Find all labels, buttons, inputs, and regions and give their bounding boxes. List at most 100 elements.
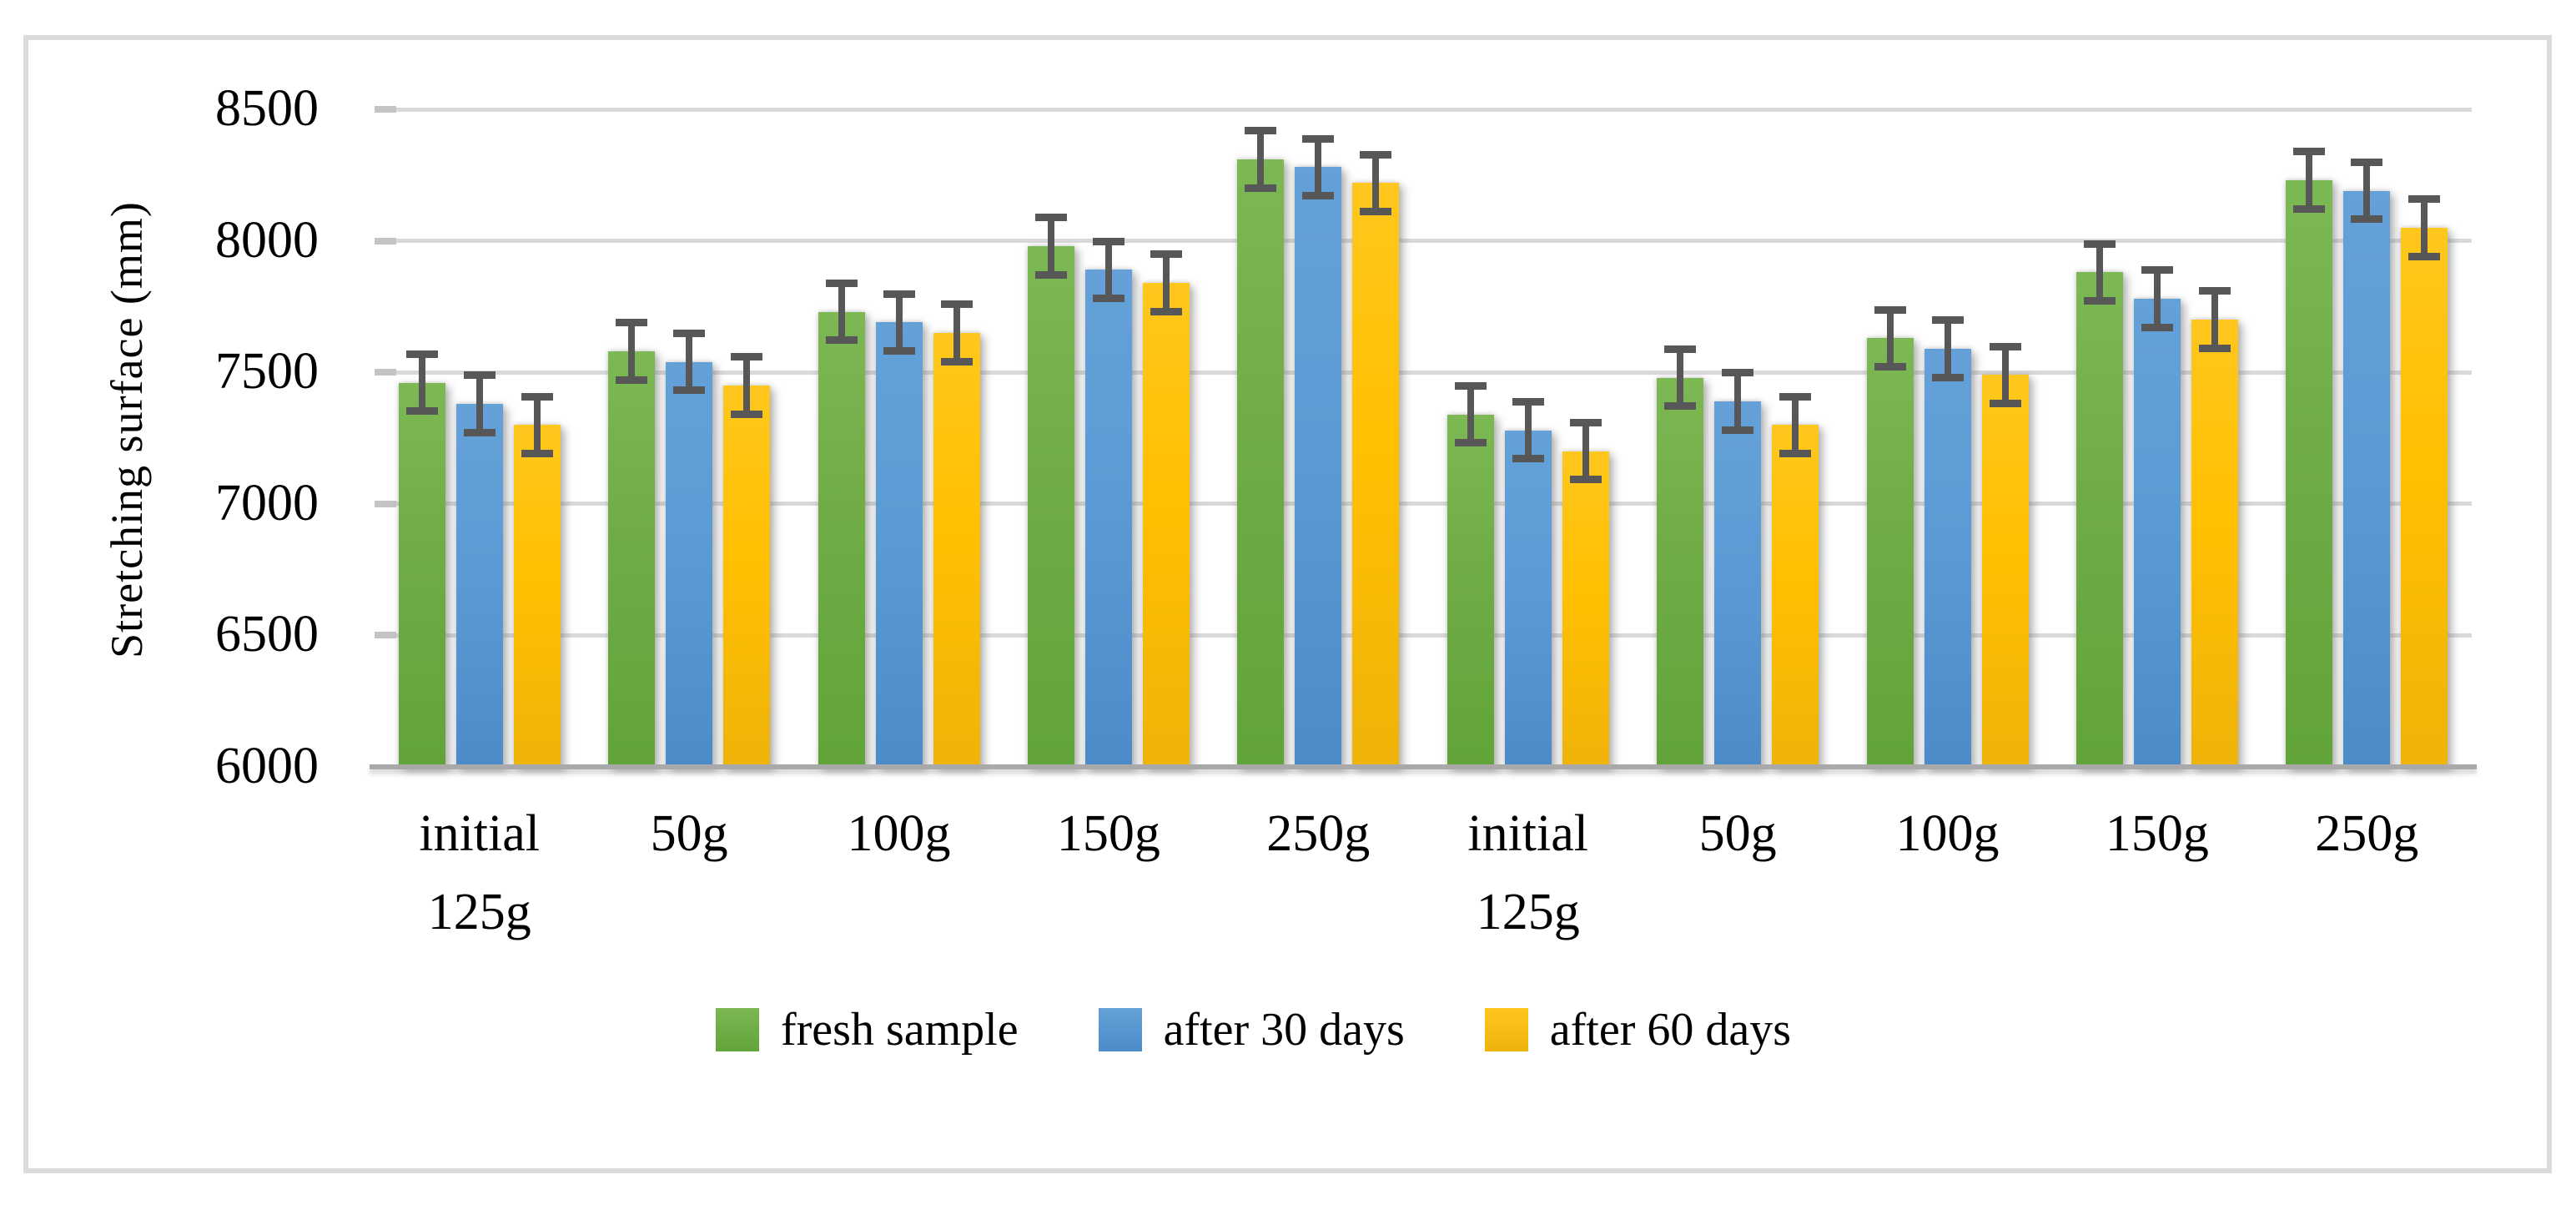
x-category-label-line: 150g bbox=[1056, 805, 1160, 862]
error-bar-cap-bottom-after-60-days-5 bbox=[1569, 476, 1602, 484]
error-bar-line-after-60-days-7 bbox=[2001, 345, 2009, 405]
error-bar-cap-top-fresh-sample-4 bbox=[1245, 127, 1277, 135]
axis-tick-8000 bbox=[375, 237, 396, 245]
bar-after-60-days-8 bbox=[2191, 320, 2238, 767]
error-bar-cap-top-after-60-days-4 bbox=[1360, 150, 1392, 159]
error-bar-cap-bottom-after-60-days-3 bbox=[1150, 307, 1182, 315]
error-bar-cap-top-after-30-days-9 bbox=[2351, 159, 2383, 167]
gridline-7500 bbox=[375, 370, 2472, 375]
bar-after-60-days-4 bbox=[1352, 183, 1400, 767]
bar-fresh-sample-8 bbox=[2075, 272, 2123, 767]
legend-label-after-30-days: after 30 days bbox=[1163, 1004, 1405, 1056]
legend-item-fresh-sample: fresh sample bbox=[716, 1003, 1019, 1056]
x-category-label-line: 250g bbox=[2315, 805, 2419, 862]
error-bar-cap-bottom-fresh-sample-2 bbox=[825, 336, 858, 345]
bar-after-30-days-7 bbox=[1924, 348, 1971, 767]
error-bar-cap-bottom-after-30-days-3 bbox=[1092, 294, 1124, 302]
x-category-label-line: 125g bbox=[427, 884, 531, 940]
x-category-label-6: 50g bbox=[1633, 794, 1842, 873]
error-bar-line-fresh-sample-6 bbox=[1677, 348, 1684, 407]
bar-fresh-sample-7 bbox=[1866, 338, 1914, 767]
error-bar-cap-top-fresh-sample-1 bbox=[616, 319, 648, 327]
x-category-label-3: 150g bbox=[1004, 794, 1213, 873]
bar-after-60-days-9 bbox=[2401, 227, 2448, 767]
error-bar-cap-top-fresh-sample-2 bbox=[825, 280, 858, 288]
error-bar-cap-bottom-after-30-days-5 bbox=[1512, 455, 1544, 463]
error-bar-cap-bottom-after-60-days-8 bbox=[2198, 344, 2231, 352]
axis-tick-7000 bbox=[375, 500, 396, 507]
error-bar-line-fresh-sample-1 bbox=[628, 322, 636, 381]
error-bar-cap-top-after-60-days-9 bbox=[2408, 195, 2441, 204]
legend-item-after-60-days: after 60 days bbox=[1484, 1003, 1792, 1056]
error-bar-cap-bottom-fresh-sample-0 bbox=[405, 407, 438, 416]
y-tick-label-8500: 8500 bbox=[215, 79, 319, 137]
gridline-8000 bbox=[375, 239, 2472, 244]
error-bar-line-after-30-days-0 bbox=[475, 375, 483, 433]
error-bar-cap-top-after-60-days-6 bbox=[1779, 392, 1812, 401]
error-bar-cap-top-after-60-days-3 bbox=[1150, 250, 1182, 259]
bar-after-30-days-3 bbox=[1084, 270, 1132, 767]
axis-tick-7500 bbox=[375, 369, 396, 376]
error-bar-cap-top-after-30-days-5 bbox=[1512, 397, 1544, 406]
x-category-label-2: 100g bbox=[794, 794, 1004, 873]
error-bar-cap-top-fresh-sample-0 bbox=[405, 350, 438, 359]
error-bar-cap-top-after-30-days-8 bbox=[2141, 266, 2173, 275]
bar-after-60-days-6 bbox=[1772, 425, 1819, 767]
error-bar-line-after-60-days-5 bbox=[1582, 422, 1589, 481]
legend-label-after-60-days: after 60 days bbox=[1549, 1004, 1792, 1056]
error-bar-line-fresh-sample-0 bbox=[418, 354, 425, 412]
error-bar-line-after-30-days-7 bbox=[1944, 320, 1951, 378]
bar-after-30-days-6 bbox=[1714, 401, 1762, 767]
y-tick-label-6500: 6500 bbox=[215, 606, 319, 663]
error-bar-line-after-60-days-0 bbox=[533, 396, 541, 454]
error-bar-line-fresh-sample-3 bbox=[1047, 217, 1054, 275]
error-bar-line-after-30-days-4 bbox=[1315, 138, 1322, 197]
error-bar-line-fresh-sample-2 bbox=[838, 283, 845, 341]
bar-after-30-days-5 bbox=[1504, 430, 1552, 767]
y-tick-label-7000: 7000 bbox=[215, 474, 319, 532]
error-bar-cap-top-after-30-days-1 bbox=[673, 329, 706, 337]
x-category-label-5: initial 125g bbox=[1423, 794, 1633, 951]
bar-after-60-days-2 bbox=[933, 332, 980, 767]
bar-fresh-sample-0 bbox=[398, 382, 445, 767]
x-axis-line bbox=[370, 764, 2477, 769]
error-bar-cap-bottom-after-30-days-9 bbox=[2351, 215, 2383, 224]
error-bar-cap-bottom-fresh-sample-8 bbox=[2083, 297, 2116, 305]
error-bar-cap-bottom-after-30-days-7 bbox=[1931, 373, 1964, 381]
gridline-8500 bbox=[375, 107, 2472, 112]
error-bar-cap-bottom-after-60-days-4 bbox=[1360, 207, 1392, 215]
error-bar-cap-bottom-after-60-days-1 bbox=[731, 410, 763, 418]
legend-swatch-after-60-days bbox=[1484, 1008, 1528, 1051]
x-category-label-line: 250g bbox=[1266, 805, 1371, 862]
error-bar-cap-top-after-60-days-5 bbox=[1569, 419, 1602, 427]
error-bar-cap-top-fresh-sample-8 bbox=[2083, 239, 2116, 248]
error-bar-line-after-60-days-9 bbox=[2421, 199, 2428, 257]
bar-after-30-days-2 bbox=[875, 322, 923, 767]
gridline-6500 bbox=[375, 633, 2472, 638]
legend-swatch-after-30-days bbox=[1098, 1008, 1142, 1051]
error-bar-line-fresh-sample-5 bbox=[1467, 385, 1474, 444]
axis-tick-8500 bbox=[375, 106, 396, 113]
bar-after-60-days-0 bbox=[513, 425, 561, 767]
bar-after-30-days-4 bbox=[1295, 167, 1342, 767]
error-bar-line-fresh-sample-7 bbox=[1886, 309, 1894, 367]
error-bar-cap-top-fresh-sample-6 bbox=[1664, 345, 1697, 353]
error-bar-line-after-30-days-8 bbox=[2153, 270, 2161, 328]
error-bar-cap-top-after-30-days-7 bbox=[1931, 316, 1964, 325]
x-category-label-line: initial bbox=[419, 805, 541, 862]
error-bar-line-after-60-days-1 bbox=[743, 356, 751, 415]
bar-after-30-days-1 bbox=[666, 361, 713, 767]
error-bar-cap-bottom-after-60-days-6 bbox=[1779, 449, 1812, 457]
x-category-label-line: initial bbox=[1467, 805, 1589, 862]
error-bar-line-after-60-days-3 bbox=[1162, 254, 1170, 312]
error-bar-cap-bottom-after-30-days-2 bbox=[883, 346, 915, 355]
bar-after-30-days-8 bbox=[2133, 298, 2181, 767]
error-bar-line-fresh-sample-4 bbox=[1257, 130, 1265, 189]
x-category-label-line: 100g bbox=[847, 805, 951, 862]
error-bar-cap-bottom-after-60-days-0 bbox=[521, 449, 553, 457]
error-bar-cap-top-after-30-days-3 bbox=[1092, 237, 1124, 245]
x-category-label-line: 125g bbox=[1476, 884, 1580, 940]
x-category-label-line: 100g bbox=[1895, 805, 2000, 862]
error-bar-cap-top-after-30-days-2 bbox=[883, 290, 915, 298]
error-bar-cap-bottom-fresh-sample-4 bbox=[1245, 184, 1277, 192]
